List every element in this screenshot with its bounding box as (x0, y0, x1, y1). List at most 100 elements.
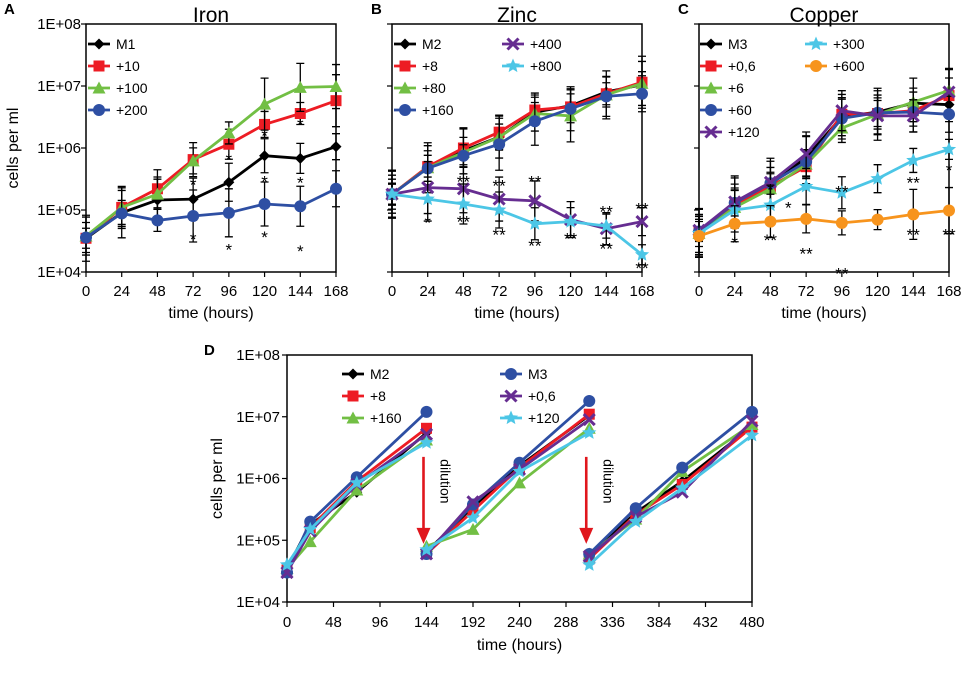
legend-marker (347, 390, 359, 402)
legend-item: +120 (700, 124, 760, 140)
significance-mark: ** (800, 244, 814, 263)
data-point (294, 200, 307, 213)
data-point (420, 405, 433, 418)
data-point (222, 206, 235, 219)
x-tick-label: 72 (491, 283, 508, 300)
series-line (285, 431, 428, 570)
data-point (115, 207, 128, 220)
x-tick-label: 96 (834, 283, 851, 300)
panel-d: D 1E+04 1E+05 1E+06 1E+07 1E+08 0 48 96 144 192 240… (204, 342, 765, 654)
x-tick-label: 288 (553, 614, 578, 631)
x-tick-label: 48 (762, 283, 779, 300)
legend-marker (505, 58, 521, 73)
significance-mark: ** (528, 172, 542, 191)
series-120-d (279, 425, 760, 571)
significance-mark: * (190, 175, 197, 194)
legend-label: +300 (833, 36, 865, 52)
legend-item: +8 (394, 58, 438, 74)
series-line (425, 431, 590, 551)
data-point (294, 108, 306, 120)
data-point (419, 435, 434, 449)
legend-label: +200 (116, 102, 148, 118)
x-tick-label: 192 (460, 614, 485, 631)
legend-label: M1 (116, 36, 136, 52)
data-point (258, 197, 271, 210)
legend-label: +100 (116, 80, 148, 96)
legend-label: +600 (833, 58, 865, 74)
data-point (150, 187, 164, 200)
data-point (350, 483, 364, 496)
legend-item: +0,6 (700, 58, 756, 74)
panel-label: D (204, 342, 215, 359)
panel-c: C Copper 0 24 48 72 96 120 144 168 time (hours) M3 +… (678, 1, 962, 322)
data-point (303, 535, 317, 548)
data-point (259, 150, 271, 162)
y-tick-label: 1E+07 (236, 409, 280, 426)
legend: M2 +8 +80 +160 +400 +800 (394, 36, 562, 118)
legend-marker (346, 411, 360, 424)
x-tick-label: 120 (865, 283, 890, 300)
x-tick-label: 96 (527, 283, 544, 300)
legend-label: +120 (728, 124, 760, 140)
series-line (391, 92, 643, 196)
x-tick-label: 168 (936, 283, 961, 300)
data-point (456, 196, 471, 211)
panel-label: C (678, 1, 689, 18)
data-point (349, 475, 364, 489)
data-point (527, 216, 542, 230)
legend-item: M1 (88, 36, 136, 52)
significance-mark: ** (835, 264, 849, 283)
series-800-b (384, 169, 650, 266)
significance-mark: ** (635, 200, 649, 219)
legend-item: +8 (342, 388, 386, 404)
legend-label: +160 (422, 102, 454, 118)
data-point (600, 90, 613, 103)
legend-marker (399, 104, 411, 116)
legend-marker (705, 38, 717, 50)
significance-mark: ** (600, 239, 614, 258)
legend-marker (505, 368, 517, 380)
data-point (419, 427, 434, 441)
data-point (582, 557, 597, 571)
x-axis-title: time (hours) (477, 637, 562, 654)
legend-marker (93, 104, 105, 116)
significance-mark: * (297, 173, 304, 192)
y-axis-title: cells per ml (5, 108, 22, 189)
series-line (588, 434, 753, 566)
data-point (943, 108, 955, 121)
legend-label: +0,6 (528, 388, 556, 404)
x-tick-label: 24 (726, 283, 743, 300)
data-point (512, 464, 527, 478)
legend-item: +80 (394, 80, 446, 96)
data-point (728, 217, 741, 230)
legend-item: +100 (88, 80, 148, 96)
data-point (746, 405, 758, 418)
legend-item: +10 (88, 58, 140, 74)
legend-label: M2 (422, 36, 442, 52)
legend-label: +400 (530, 36, 562, 52)
data-point (745, 417, 759, 430)
significance-mark: ** (564, 229, 578, 248)
series-line (391, 186, 643, 231)
legend-marker (704, 81, 718, 94)
y-tick-label: 1E+05 (236, 532, 280, 549)
x-tick-label: 24 (419, 283, 436, 300)
data-point (293, 80, 307, 93)
significance-mark: * (261, 126, 268, 145)
x-tick-label: 384 (646, 614, 671, 631)
data-point (582, 413, 596, 427)
dilution-arrow: dilution (579, 456, 616, 544)
y-tick-label: 1E+06 (236, 471, 280, 488)
data-point (467, 498, 479, 511)
legend-marker (398, 81, 412, 94)
data-point (187, 210, 200, 223)
panel-b: B Zinc 0 24 48 72 96 120 144 168 time (hours) M2 +8 +… (371, 1, 655, 322)
data-point (745, 414, 759, 428)
arrow-head (416, 527, 431, 544)
data-point (764, 215, 777, 228)
data-point (763, 197, 778, 212)
legend-marker (92, 81, 106, 94)
data-point (384, 186, 400, 201)
data-point (941, 141, 957, 156)
data-point (186, 154, 200, 167)
